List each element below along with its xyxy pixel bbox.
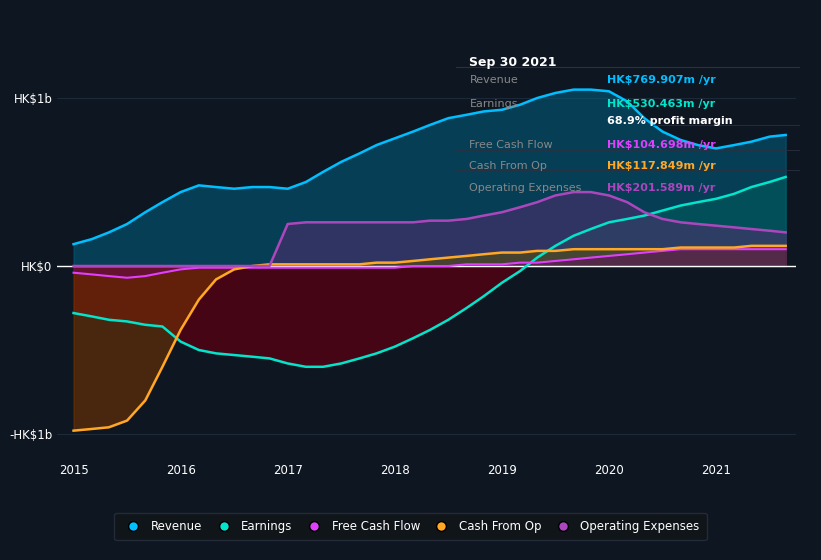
Text: 68.9% profit margin: 68.9% profit margin	[608, 116, 733, 127]
Legend: Revenue, Earnings, Free Cash Flow, Cash From Op, Operating Expenses: Revenue, Earnings, Free Cash Flow, Cash …	[114, 513, 707, 540]
Text: Free Cash Flow: Free Cash Flow	[470, 140, 553, 150]
Text: HK$769.907m /yr: HK$769.907m /yr	[608, 75, 716, 85]
Text: HK$117.849m /yr: HK$117.849m /yr	[608, 161, 716, 171]
Text: HK$530.463m /yr: HK$530.463m /yr	[608, 99, 716, 109]
Text: Cash From Op: Cash From Op	[470, 161, 548, 171]
Text: Sep 30 2021: Sep 30 2021	[470, 55, 557, 68]
Text: Revenue: Revenue	[470, 75, 518, 85]
Text: Earnings: Earnings	[470, 99, 518, 109]
Text: HK$104.698m /yr: HK$104.698m /yr	[608, 140, 716, 150]
Text: Operating Expenses: Operating Expenses	[470, 183, 582, 193]
Text: HK$201.589m /yr: HK$201.589m /yr	[608, 183, 716, 193]
